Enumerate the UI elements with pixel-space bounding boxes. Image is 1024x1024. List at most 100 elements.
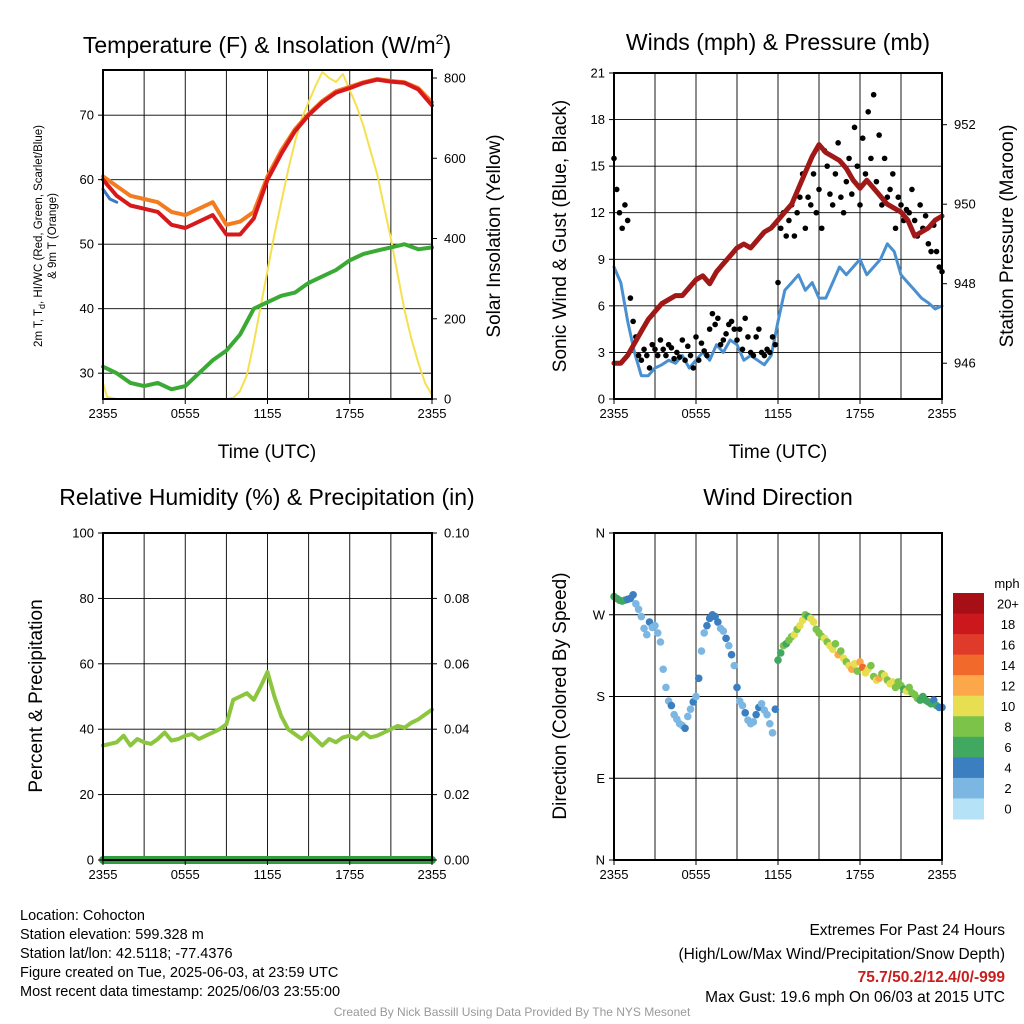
wind-gust-point	[742, 315, 748, 322]
wind-gust-point	[756, 326, 762, 332]
wind-gust-point	[723, 331, 729, 337]
wind-y-axis-label: Sonic Wind & Gust (Blue, Black)	[550, 100, 571, 372]
wind-gust-point	[709, 310, 716, 317]
wind-gust-point	[712, 321, 718, 328]
wind-direction-point	[634, 605, 643, 614]
wind-x-tick-label: 1155	[764, 406, 792, 421]
dir-legend-swatch	[953, 613, 984, 635]
wind-gust-point	[745, 334, 751, 340]
wind-gust-point	[739, 346, 746, 353]
wind-gust-point	[704, 352, 710, 359]
dir-x-tick-label: 2355	[928, 867, 957, 882]
wind-gust-point	[613, 186, 620, 193]
wind-gust-point	[767, 349, 773, 356]
dir-legend-swatch	[953, 695, 984, 717]
temp-series-dewpoint	[101, 242, 434, 392]
wind-direction-point	[757, 699, 766, 708]
wind-gust-point	[668, 344, 675, 351]
wind-gust-point	[624, 217, 631, 224]
wind-gust-point	[936, 264, 943, 270]
wind-y-tick-label: 3	[598, 345, 605, 360]
wind-direction-point	[730, 661, 739, 670]
wind-direction-point	[733, 683, 741, 692]
wind-gust-point	[911, 217, 918, 224]
temp-series-wind-chill	[101, 187, 119, 204]
wind-gust-point	[909, 186, 915, 193]
wind-gust-point	[734, 337, 740, 343]
wind-y2-tick-label: 948	[954, 276, 976, 291]
wind-y-tick-label: 15	[591, 159, 605, 174]
dir-y-tick-label: W	[593, 607, 606, 622]
dir-y-axis-label: Direction (Colored By Speed)	[550, 572, 571, 819]
temp-y2-axis-label: Solar Insolation (Yellow)	[484, 134, 505, 337]
wind-direction-point	[738, 701, 747, 710]
wind-gust-point	[657, 337, 664, 343]
wind-direction-point	[629, 590, 637, 599]
wind-gust-point	[865, 109, 871, 115]
dir-legend-label: 14	[1001, 658, 1015, 673]
wind-x-tick-label: 2355	[928, 406, 957, 421]
wind-direction-point	[637, 612, 646, 621]
temp-y2-tick-label: 800	[444, 71, 466, 86]
temp-plot: 2355 0555 1155 1755 2355 30 40 50 60 70 0 200 400 600…	[80, 69, 466, 421]
wind-gust-point	[775, 279, 781, 286]
wind-gust-point	[832, 171, 839, 177]
wind-gust-point	[797, 194, 803, 200]
temp-y-tick-label: 40	[80, 301, 94, 316]
wind-gust-point	[835, 140, 841, 146]
wind-gust-point	[753, 334, 759, 340]
wind-gust-point	[892, 225, 899, 232]
wind-direction-point	[749, 718, 758, 726]
wind-direction-point	[766, 719, 774, 728]
wind-gust-point	[644, 352, 650, 359]
wind-series-station-pressure	[611, 142, 945, 366]
wind-gust-point	[838, 194, 844, 200]
dir-x-tick-label: 2355	[600, 867, 629, 882]
temp-y-axis-label-line2: & 9m T (Orange)	[47, 193, 59, 279]
temp-x-tick-label: 2355	[418, 406, 447, 421]
wind-gust-point	[660, 346, 666, 353]
wind-gust-point	[840, 209, 847, 216]
rh-y-tick-label: 100	[72, 526, 94, 541]
wind-x-tick-label: 2355	[600, 406, 629, 421]
wind-direction-point	[686, 705, 695, 714]
wind-gust-point	[895, 194, 902, 200]
wind-direction-point	[768, 729, 777, 737]
dir-legend-swatch	[953, 716, 984, 738]
rh-y2-tick-label: 0.08	[444, 591, 469, 606]
rh-x-tick-label: 1155	[254, 867, 282, 882]
wind-direction-point	[692, 692, 700, 701]
temp-y2-tick-label: 200	[444, 311, 466, 326]
wind-gust-point	[925, 240, 932, 247]
temp-y2-tick-label: 400	[444, 231, 466, 246]
dir-x-tick-label: 0555	[682, 867, 711, 882]
wind-gust-point	[627, 295, 634, 301]
wind-direction-point	[697, 647, 706, 655]
wind-direction-point	[653, 629, 662, 637]
rh-y2-tick-label: 0.10	[444, 526, 469, 541]
rh-y-tick-label: 20	[80, 787, 94, 802]
wind-direction-point	[867, 661, 875, 670]
wind-x-tick-label: 0555	[682, 406, 711, 421]
dir-legend-label: 20+	[997, 596, 1019, 611]
wind-gust-point	[876, 132, 882, 138]
temp-x-axis-label: Time (UTC)	[218, 442, 317, 463]
wind-gust-point	[873, 178, 880, 185]
wind-gust-point	[802, 225, 809, 232]
wind-gust-point	[769, 334, 776, 340]
wind-direction-point	[727, 650, 736, 659]
dir-legend-swatch	[953, 593, 984, 615]
extremes-box: Extremes For Past 24 Hours (High/Low/Max…	[679, 919, 1006, 1008]
wind-gust-point	[715, 315, 721, 322]
rh-x-tick-label: 0555	[171, 867, 200, 882]
wind-x-tick-label: 1755	[846, 406, 875, 421]
wind-direction-point	[741, 709, 749, 717]
wind-gust-point	[808, 202, 814, 208]
temp-x-tick-label: 1155	[254, 406, 282, 421]
wind-y2-tick-label: 946	[954, 356, 976, 371]
wind-gust-point	[884, 194, 891, 200]
wind-y-tick-label: 9	[598, 252, 605, 267]
wind-y-tick-label: 12	[591, 205, 605, 220]
wind-gust-point	[671, 355, 677, 362]
wind-plot: 2355 0555 1155 1755 235503691215182194694895…	[591, 66, 976, 422]
